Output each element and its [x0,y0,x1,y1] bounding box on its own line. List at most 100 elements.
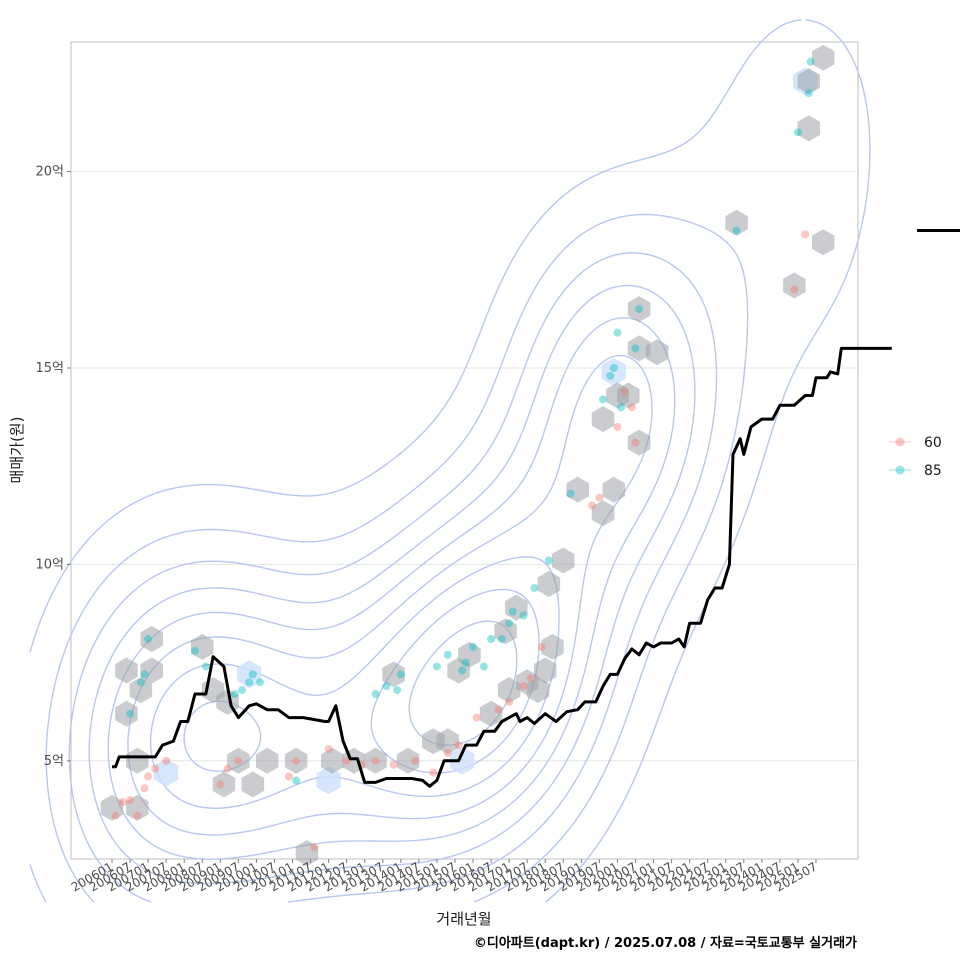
data-point-85 [382,682,391,691]
data-point-85 [566,489,575,498]
data-point-85 [598,395,607,404]
data-point-85 [256,678,265,687]
hexbin-cell [241,771,265,798]
data-point-85 [508,607,517,616]
data-point-60 [505,697,514,706]
hexbin-cell [100,794,124,821]
data-point-60 [472,713,481,722]
data-point-60 [144,772,153,781]
hexbin-cell [140,626,163,652]
legend-key-dot-60 [895,437,905,447]
y-tick-label: 15억 [35,361,64,376]
data-point-60 [234,756,243,765]
data-point-85 [371,690,380,699]
data-point-85 [292,776,301,785]
hexbin-cell [812,44,835,71]
hexbin-cell [140,657,163,684]
density-contour [68,252,718,903]
data-point-60 [324,745,333,754]
data-point-85 [248,670,257,679]
data-point-85 [519,611,528,620]
hexbin-cell [382,661,405,688]
hexbin-cell [601,357,626,386]
data-point-85 [393,686,402,695]
density-contour [45,213,749,903]
hexbin-cell [479,700,503,727]
data-point-60 [292,756,301,765]
data-point-85 [432,662,441,671]
legend: 60 85 [889,435,942,479]
data-point-60 [411,756,420,765]
data-point-60 [284,772,293,781]
hexbin-cell [256,747,279,774]
density-contour [88,284,696,885]
median-line-layer [112,229,960,788]
hexbin-cell [212,771,236,798]
hexbin-cell [602,476,626,503]
hexbin-cell [364,747,387,774]
hexbin-cell [591,500,615,527]
density-contour [408,620,518,746]
hexbin-cell [191,633,214,660]
data-point-60 [371,756,380,765]
data-point-60 [588,501,597,510]
data-point-85 [497,635,506,644]
x-axis-title: 거래년월 [436,910,491,928]
data-point-85 [606,371,615,380]
data-point-60 [140,784,149,793]
legend-label-60: 60 [924,435,942,451]
density-contours [29,19,871,903]
data-point-85 [237,686,246,695]
legend-label-85: 85 [924,463,942,479]
density-contour [149,556,560,809]
legend-key-dot-85 [895,465,905,475]
source-caption: ©디아파트(dapt.kr) / 2025.07.08 / 자료=국토교통부 실… [474,935,857,951]
data-point-60 [613,422,622,431]
data-point-60 [526,674,535,683]
hexbin-cell [237,660,262,689]
hexbin-cell [494,618,517,645]
data-point-85 [804,89,813,98]
data-point-85 [458,666,467,675]
density-contour [107,317,676,860]
data-point-60 [389,760,398,769]
data-point-60 [151,764,160,773]
hexbin-cell [154,758,179,787]
y-axis-title: 매매가(원) [8,417,26,484]
data-point-60 [454,741,463,750]
data-point-85 [443,650,452,659]
hexbin-cell [396,747,420,774]
data-point-60 [216,780,225,789]
data-point-85 [732,226,741,235]
data-point-60 [537,642,546,651]
data-point-85 [191,646,200,655]
data-point-85 [136,678,145,687]
hexbin-cell [783,272,806,299]
hexbin-cell [126,747,149,774]
hexbin-cell [617,382,640,409]
hexbin-cell [497,677,521,704]
hexbin-cell [115,700,138,727]
data-point-60 [310,843,319,852]
hexbin-cell [126,794,149,821]
hexbin-cell [627,296,651,323]
data-point-85 [230,690,239,699]
scatter-points [111,57,815,852]
data-point-85 [806,57,815,66]
hexbin-cell [115,657,138,684]
plot-background [70,41,859,860]
data-point-85 [505,619,514,628]
data-point-85 [530,583,539,592]
data-point-85 [144,635,153,644]
hexbin-cell [725,209,748,236]
y-tick-label: 5억 [44,754,64,769]
hexbin-cell [812,229,835,256]
hexbin-cell [541,633,564,660]
hexbin-cell [566,476,589,503]
data-point-85 [140,670,149,679]
data-point-85 [617,403,626,412]
hexbin-cell [450,746,475,775]
hexbin-cell [645,339,669,366]
data-point-85 [201,662,210,671]
hexbin-cell [552,547,575,574]
